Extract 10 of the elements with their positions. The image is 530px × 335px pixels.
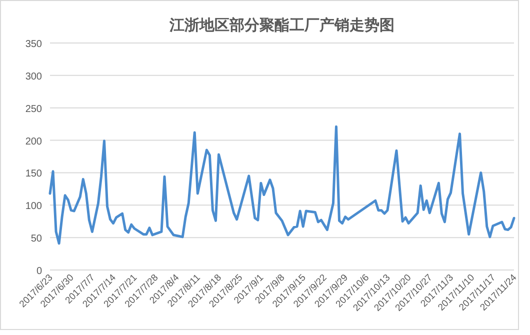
y-tick-label: 0 — [36, 266, 42, 277]
y-tick-label: 250 — [25, 104, 42, 115]
y-tick-label: 50 — [30, 234, 42, 245]
y-tick-label: 150 — [25, 168, 42, 180]
y-tick-label: 350 — [25, 39, 42, 50]
y-tick-label: 300 — [25, 71, 42, 82]
y-tick-label: 100 — [25, 201, 42, 212]
y-tick-label: 200 — [25, 136, 42, 148]
chart-title: 江浙地区部分聚酯工厂产销走势图 — [168, 16, 394, 34]
line-series — [48, 125, 516, 245]
